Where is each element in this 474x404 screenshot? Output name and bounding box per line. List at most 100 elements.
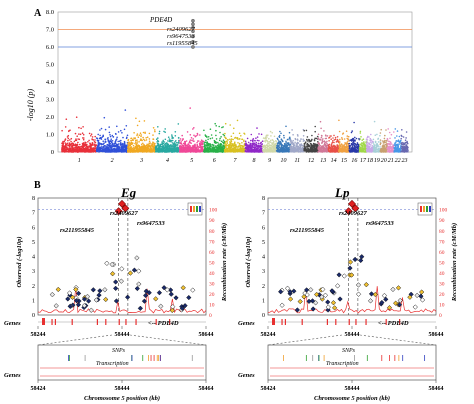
manhattan-point bbox=[215, 150, 217, 153]
manhattan-point bbox=[138, 149, 141, 151]
manhattan-point bbox=[172, 149, 175, 152]
manhattan-point bbox=[230, 139, 232, 142]
manhattan-point bbox=[195, 135, 197, 137]
manhattan-point bbox=[183, 146, 185, 148]
manhattan-point bbox=[332, 149, 335, 152]
manhattan-point bbox=[143, 120, 146, 122]
manhattan-point bbox=[75, 149, 77, 151]
manhattan-point bbox=[249, 150, 251, 152]
manhattan-point bbox=[156, 142, 159, 145]
manhattan-point bbox=[369, 145, 371, 148]
manhattan-point bbox=[257, 145, 260, 148]
manhattan-point bbox=[131, 143, 133, 145]
manhattan-point bbox=[63, 140, 66, 143]
manhattan-point bbox=[64, 126, 67, 128]
manhattan-point bbox=[120, 146, 123, 148]
manhattan-point bbox=[134, 149, 136, 152]
manhattan-point bbox=[279, 140, 282, 143]
manhattan-point bbox=[294, 138, 297, 141]
manhattan-point bbox=[280, 138, 283, 140]
manhattan-point bbox=[169, 146, 171, 149]
manhattan-point bbox=[300, 143, 303, 145]
manhattan-point bbox=[219, 145, 221, 148]
manhattan-point bbox=[360, 136, 362, 138]
manhattan-point bbox=[133, 132, 135, 134]
manhattan-point bbox=[243, 139, 245, 142]
manhattan-point bbox=[140, 138, 142, 140]
manhattan-point bbox=[148, 147, 150, 150]
manhattan-point bbox=[243, 145, 245, 147]
manhattan-point bbox=[190, 137, 193, 139]
manhattan-point bbox=[188, 146, 191, 149]
manhattan-point bbox=[344, 142, 346, 144]
manhattan-point bbox=[251, 144, 254, 146]
manhattan-point bbox=[82, 147, 85, 150]
manhattan-point bbox=[233, 149, 235, 152]
manhattan-point bbox=[139, 132, 142, 134]
manhattan-point bbox=[199, 141, 202, 143]
manhattan-point bbox=[117, 148, 120, 150]
manhattan-point bbox=[366, 141, 369, 144]
manhattan-point bbox=[288, 131, 291, 134]
manhattan-point bbox=[69, 129, 71, 131]
manhattan-point bbox=[255, 141, 258, 144]
manhattan-point bbox=[229, 148, 231, 150]
manhattan-point bbox=[167, 143, 170, 146]
manhattan-point bbox=[260, 149, 262, 151]
manhattan-point bbox=[261, 140, 264, 142]
manhattan-point bbox=[72, 144, 75, 147]
manhattan-point bbox=[306, 136, 309, 138]
manhattan-point bbox=[150, 150, 152, 152]
manhattan-point bbox=[362, 143, 365, 145]
manhattan-point bbox=[354, 151, 356, 153]
manhattan-point bbox=[151, 150, 154, 152]
manhattan-point bbox=[350, 147, 352, 150]
manhattan-y-tick-label: 4.0 bbox=[46, 79, 54, 86]
manhattan-point bbox=[136, 139, 138, 141]
manhattan-point bbox=[295, 147, 297, 150]
manhattan-point bbox=[268, 141, 271, 143]
manhattan-point bbox=[65, 118, 68, 120]
manhattan-point bbox=[207, 143, 209, 146]
manhattan-point bbox=[304, 141, 307, 143]
manhattan-point bbox=[178, 146, 181, 149]
manhattan-point bbox=[148, 132, 151, 135]
manhattan-point bbox=[291, 150, 294, 152]
manhattan-point bbox=[367, 149, 370, 151]
manhattan-point bbox=[338, 119, 340, 122]
manhattan-point bbox=[328, 140, 330, 142]
manhattan-point bbox=[115, 133, 117, 135]
manhattan-point bbox=[145, 139, 148, 141]
manhattan-point bbox=[77, 141, 79, 144]
manhattan-point bbox=[254, 140, 256, 142]
manhattan-point bbox=[359, 132, 362, 134]
manhattan-point bbox=[81, 146, 84, 148]
manhattan-point bbox=[260, 133, 263, 136]
manhattan-point bbox=[298, 146, 301, 148]
manhattan-point bbox=[300, 144, 302, 147]
manhattan-point bbox=[203, 150, 205, 153]
manhattan-point bbox=[254, 149, 257, 151]
manhattan-point bbox=[199, 151, 201, 153]
manhattan-point bbox=[157, 144, 159, 147]
manhattan-point bbox=[265, 139, 268, 142]
manhattan-point bbox=[304, 148, 307, 151]
manhattan-point bbox=[68, 147, 71, 150]
manhattan-point bbox=[61, 129, 63, 132]
manhattan-point bbox=[146, 145, 149, 147]
manhattan-point bbox=[318, 148, 320, 150]
manhattan-point bbox=[130, 140, 132, 142]
manhattan-point bbox=[72, 142, 74, 145]
manhattan-point bbox=[247, 145, 249, 148]
manhattan-point bbox=[211, 150, 214, 152]
manhattan-point bbox=[346, 137, 349, 140]
manhattan-point bbox=[209, 137, 212, 140]
manhattan-point bbox=[71, 146, 74, 148]
manhattan-point bbox=[196, 148, 199, 151]
manhattan-point bbox=[233, 127, 235, 130]
manhattan-point bbox=[272, 149, 274, 151]
manhattan-point bbox=[70, 151, 73, 153]
manhattan-point bbox=[200, 139, 203, 141]
manhattan-point bbox=[336, 140, 338, 143]
manhattan-point bbox=[172, 147, 174, 149]
